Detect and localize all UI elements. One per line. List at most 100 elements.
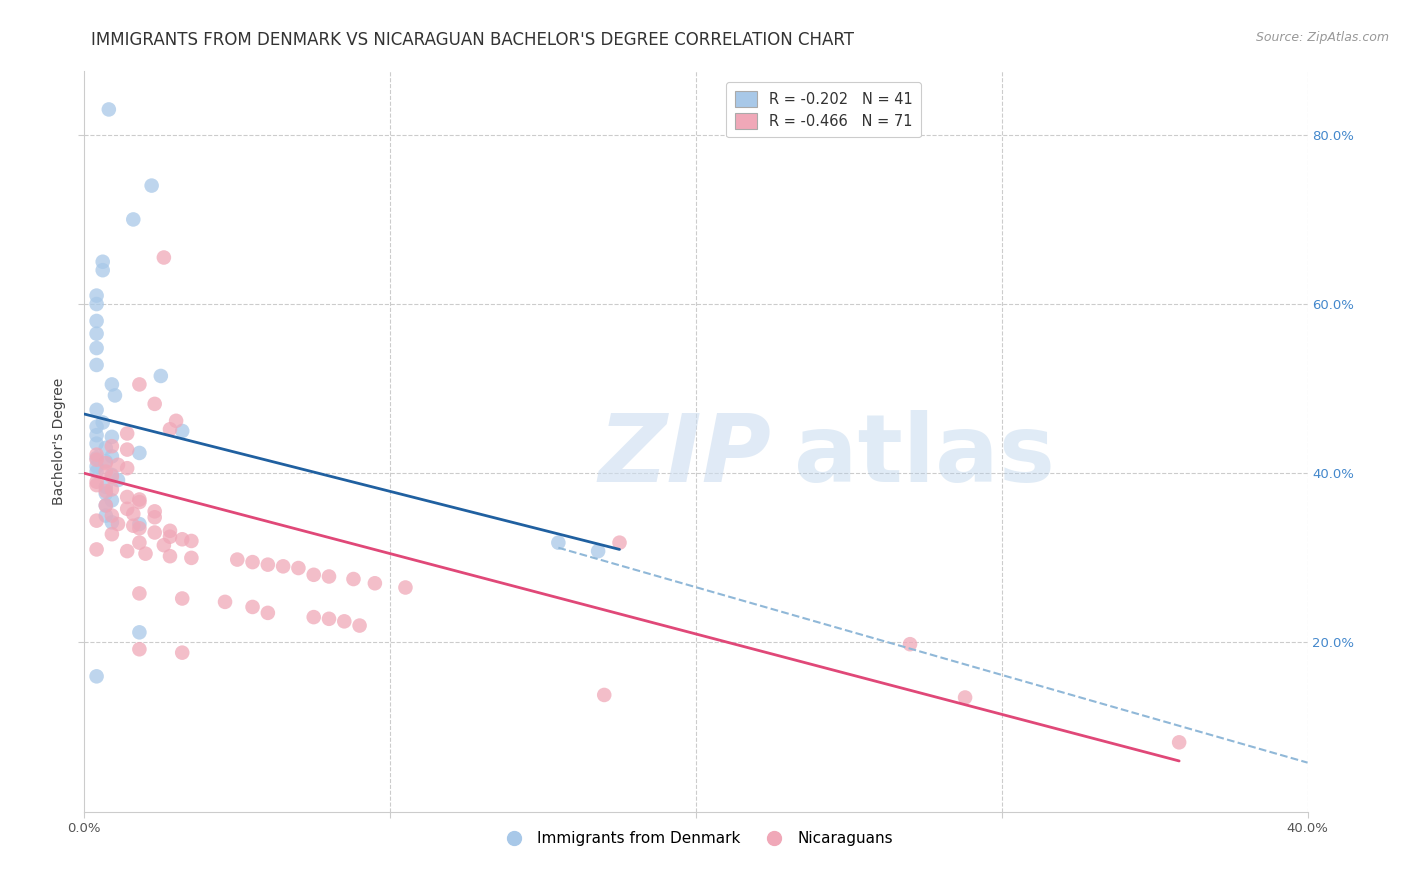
Point [94, 483, 117, 498]
Point [172, 533, 194, 547]
Point [128, 535, 150, 549]
Point [257, 606, 280, 620]
Text: IMMIGRANTS FROM DENMARK VS NICARAGUAN BACHELOR'S DEGREE CORRELATION CHART: IMMIGRANTS FROM DENMARK VS NICARAGUAN BA… [91, 31, 855, 49]
Point [302, 567, 325, 582]
Point [287, 561, 309, 575]
Point [94, 499, 117, 513]
Point [159, 524, 181, 538]
Point [143, 510, 166, 524]
Point [271, 559, 294, 574]
Point [115, 426, 138, 441]
Point [86, 478, 108, 492]
Point [86, 542, 108, 557]
Point [153, 538, 176, 552]
Point [107, 473, 129, 487]
Point [107, 458, 129, 472]
Point [115, 442, 138, 457]
Point [128, 516, 150, 531]
Point [159, 549, 181, 564]
Point [149, 368, 172, 383]
Point [115, 501, 138, 516]
Point [86, 459, 108, 474]
Point [101, 493, 124, 508]
Point [143, 504, 166, 518]
Point [214, 595, 236, 609]
Point [86, 297, 108, 311]
Point [91, 254, 114, 268]
Point [333, 615, 356, 629]
Point [159, 422, 181, 436]
Point [128, 521, 150, 535]
Point [153, 251, 176, 265]
Point [86, 341, 108, 355]
Point [91, 416, 114, 430]
Point [364, 576, 387, 591]
Point [143, 397, 166, 411]
Y-axis label: Bachelor's Degree: Bachelor's Degree [52, 378, 66, 505]
Point [349, 618, 371, 632]
Point [122, 507, 145, 521]
Point [898, 637, 921, 651]
Text: ZIP: ZIP [598, 410, 770, 502]
Point [135, 547, 157, 561]
Point [86, 452, 108, 467]
Point [318, 569, 340, 583]
Point [101, 450, 124, 464]
Text: atlas: atlas [794, 410, 1054, 502]
Point [115, 461, 138, 475]
Point [101, 377, 124, 392]
Legend: Immigrants from Denmark, Nicaraguans: Immigrants from Denmark, Nicaraguans [494, 825, 898, 852]
Point [1168, 735, 1191, 749]
Point [128, 377, 150, 392]
Point [547, 535, 569, 549]
Point [122, 212, 145, 227]
Point [101, 430, 124, 444]
Point [115, 490, 138, 504]
Point [257, 558, 280, 572]
Text: Source: ZipAtlas.com: Source: ZipAtlas.com [1256, 31, 1389, 45]
Point [128, 492, 150, 507]
Point [115, 544, 138, 558]
Point [86, 419, 108, 434]
Point [101, 516, 124, 530]
Point [172, 591, 194, 606]
Point [242, 599, 264, 614]
Point [97, 103, 120, 117]
Point [318, 612, 340, 626]
Point [86, 450, 108, 465]
Point [101, 439, 124, 453]
Point [94, 486, 117, 500]
Point [226, 552, 249, 566]
Point [101, 527, 124, 541]
Point [128, 446, 150, 460]
Point [180, 533, 202, 548]
Point [94, 508, 117, 523]
Point [104, 388, 127, 402]
Point [953, 690, 976, 705]
Point [101, 467, 124, 482]
Point [609, 535, 631, 549]
Point [128, 642, 150, 657]
Point [86, 326, 108, 341]
Point [159, 530, 181, 544]
Point [94, 465, 117, 479]
Point [94, 454, 117, 468]
Point [242, 555, 264, 569]
Point [86, 428, 108, 442]
Point [128, 586, 150, 600]
Point [122, 518, 145, 533]
Point [172, 646, 194, 660]
Point [86, 514, 108, 528]
Point [107, 516, 129, 531]
Point [94, 441, 117, 455]
Point [86, 448, 108, 462]
Point [94, 480, 117, 494]
Point [180, 550, 202, 565]
Point [94, 456, 117, 470]
Point [143, 525, 166, 540]
Point [86, 288, 108, 302]
Point [86, 402, 108, 417]
Point [128, 495, 150, 509]
Point [86, 358, 108, 372]
Point [86, 475, 108, 489]
